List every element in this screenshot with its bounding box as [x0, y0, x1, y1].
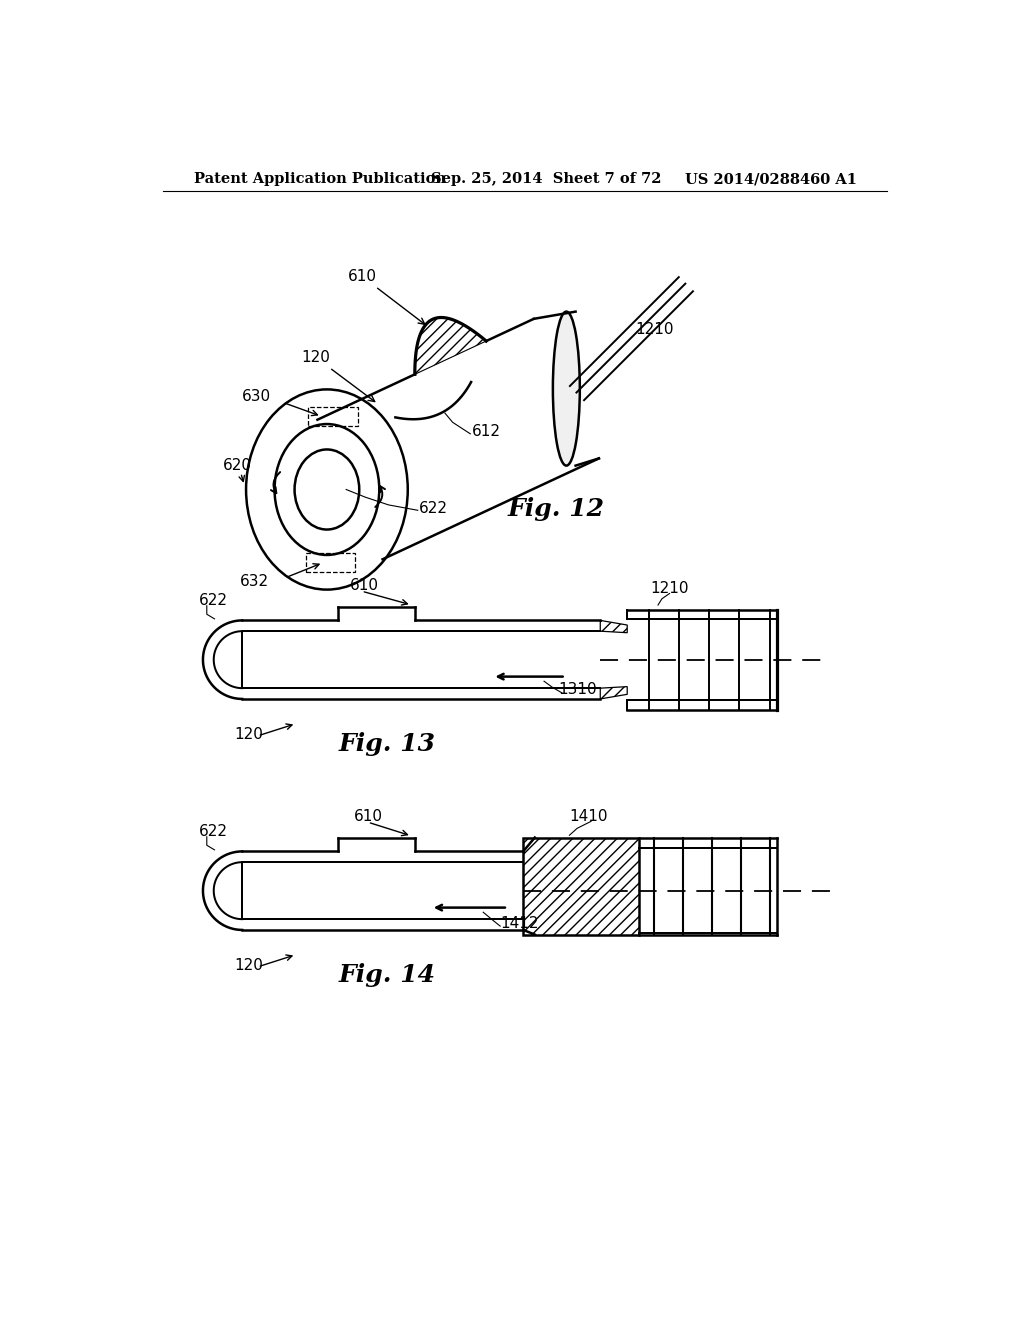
Text: Fig. 12: Fig. 12: [508, 498, 605, 521]
Text: 632: 632: [240, 574, 269, 589]
Polygon shape: [600, 686, 628, 700]
Polygon shape: [600, 620, 628, 632]
Text: 1210: 1210: [650, 581, 689, 595]
Text: US 2014/0288460 A1: US 2014/0288460 A1: [685, 172, 857, 186]
Text: 620: 620: [223, 458, 252, 474]
Text: Fig. 13: Fig. 13: [339, 733, 435, 756]
Text: 630: 630: [243, 389, 271, 404]
Text: 622: 622: [199, 593, 228, 609]
Text: 610: 610: [347, 269, 425, 325]
Polygon shape: [523, 838, 639, 935]
Text: 610: 610: [350, 578, 379, 593]
Polygon shape: [415, 318, 486, 375]
Text: Sep. 25, 2014  Sheet 7 of 72: Sep. 25, 2014 Sheet 7 of 72: [431, 172, 662, 186]
Text: 622: 622: [419, 500, 449, 516]
Text: 1412: 1412: [500, 916, 539, 931]
Text: 622: 622: [199, 824, 228, 840]
Text: 612: 612: [472, 424, 501, 440]
Text: 120: 120: [234, 727, 263, 742]
Text: 1210: 1210: [635, 322, 674, 337]
Ellipse shape: [553, 312, 580, 466]
Text: Patent Application Publication: Patent Application Publication: [194, 172, 445, 186]
Text: 1410: 1410: [569, 809, 608, 824]
Text: 120: 120: [234, 958, 263, 973]
Text: Fig. 14: Fig. 14: [339, 964, 435, 987]
Text: 610: 610: [354, 809, 383, 824]
Text: 120: 120: [301, 350, 375, 401]
Text: 1310: 1310: [558, 682, 597, 697]
